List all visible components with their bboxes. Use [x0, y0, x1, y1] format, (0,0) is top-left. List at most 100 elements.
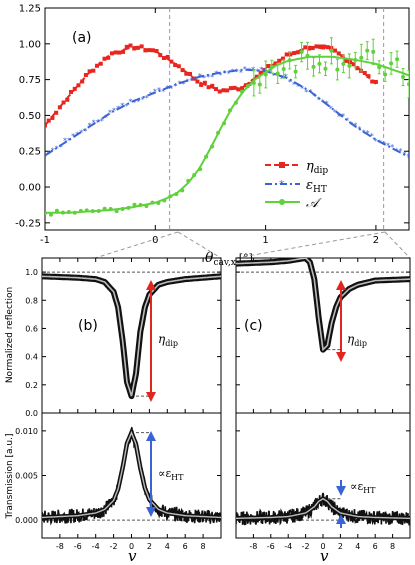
reflection-y-label: Normalized reflection: [5, 287, 15, 383]
data-point: *: [362, 129, 366, 138]
panel-a: -0.250.000.250.500.751.001.25-1 0 1 2 * * * * *…: [15, 4, 410, 268]
data-point: *: [272, 71, 276, 80]
x-tick-label: 4: [355, 542, 360, 551]
data-point: *: [292, 81, 296, 90]
data-point: [275, 71, 280, 76]
panel-b: 0.0 0.2 0.4 0.6 0.8 1.0 (b) ηdip: [25, 257, 222, 418]
eta-label-c: ηdip: [347, 332, 367, 348]
x-tick-label: 2: [147, 542, 152, 551]
data-point: [299, 50, 304, 55]
data-point: *: [194, 75, 198, 84]
data-point: [359, 55, 364, 60]
panel-trans-b-series: [42, 426, 221, 526]
data-point: *: [132, 98, 136, 107]
data-point: [106, 55, 111, 60]
panel-label-b: (b): [78, 318, 98, 334]
panel-label-c: (c): [244, 318, 263, 334]
data-point: *: [337, 112, 341, 121]
x-tick-label: -1: [40, 235, 50, 246]
data-point: *: [378, 139, 382, 148]
y-tick-label: 0.00: [19, 183, 41, 194]
eta-label-b: ηdip: [158, 332, 178, 348]
data-point: [124, 44, 129, 49]
data-point: *: [345, 116, 349, 125]
eta-arrow-c: [336, 280, 346, 362]
data-point: [195, 79, 200, 84]
panel-trans-c: -8 -6 -4 -2 0 2 4 6 8 ∝εHT: [235, 412, 411, 551]
legend: ηdip * εHT 𝒜: [265, 159, 328, 211]
data-point: *: [255, 68, 259, 77]
legend-entry-a: 𝒜: [265, 196, 322, 211]
data-point: *: [206, 73, 210, 82]
x-tick-label: 2: [373, 235, 379, 246]
data-point: *: [145, 94, 149, 103]
data-point: [266, 64, 271, 69]
data-point: [228, 86, 233, 91]
data-point: *: [304, 88, 308, 97]
data-point: [206, 85, 211, 90]
data-point: [325, 45, 330, 50]
data-point: *: [349, 120, 353, 129]
data-point: [371, 49, 376, 54]
data-point: *: [186, 78, 190, 87]
eta-arrow-b: [146, 280, 156, 402]
data-point: [169, 59, 174, 64]
data-point: *: [235, 67, 239, 76]
data-point: *: [370, 132, 374, 141]
data-point: [132, 46, 137, 51]
data-point: *: [108, 109, 112, 118]
panel-a-guides: [169, 8, 385, 230]
x-tick-label: -6: [267, 542, 275, 551]
eps-label-b: ∝εHT: [158, 467, 184, 482]
y-tick-label: 0.000: [15, 516, 38, 525]
data-point: [407, 82, 409, 87]
y-tick-label: 0.25: [19, 147, 41, 158]
data-point: [128, 43, 133, 48]
data-point: *: [329, 104, 333, 113]
data-point: [306, 46, 311, 51]
data-point: [395, 57, 400, 62]
x-tick-label: 0: [320, 542, 325, 551]
svg-text:*: *: [279, 178, 285, 191]
data-point: [318, 44, 323, 49]
data-point: *: [169, 85, 173, 94]
data-point: [317, 61, 322, 66]
data-point: *: [63, 137, 67, 146]
data-point: [236, 87, 241, 92]
data-point: [121, 49, 126, 54]
data-point: *: [83, 127, 87, 136]
data-point: *: [210, 73, 214, 82]
data-point: [284, 52, 289, 57]
data-point: [161, 56, 166, 61]
series-a: [45, 37, 409, 217]
data-point: [257, 82, 262, 87]
fit-line: [236, 497, 410, 520]
x-label-v-b: v: [128, 547, 137, 565]
x-tick-label: 8: [390, 542, 395, 551]
data-point: *: [112, 106, 116, 115]
y-tick-label: 0.75: [19, 75, 41, 86]
data-point: *: [128, 97, 132, 106]
data-point: *: [243, 65, 247, 74]
panel-label-a: (a): [72, 30, 92, 46]
data-point: [139, 44, 144, 49]
data-point: [314, 44, 319, 49]
data-point: [188, 71, 193, 76]
data-point: *: [67, 136, 71, 145]
data-point: [50, 115, 55, 120]
eps-arrow-c: [336, 480, 346, 528]
data-point: [273, 61, 278, 66]
data-point: *: [288, 78, 292, 87]
data-point: [69, 89, 74, 94]
data-point: [210, 83, 215, 88]
series-eps-ht: * * * * ** * * * * ** * * * ** * * * ** * * * * * * * * * * * * * * * * * *…: [45, 65, 409, 163]
y-tick-label: 0.50: [19, 111, 41, 122]
data-point: *: [374, 137, 378, 146]
data-point: [165, 54, 170, 59]
data-point: *: [96, 119, 100, 128]
data-point: *: [104, 114, 108, 123]
data-point: *: [247, 67, 251, 76]
x-label-v-c: v: [320, 547, 329, 565]
data-point: *: [59, 143, 63, 152]
